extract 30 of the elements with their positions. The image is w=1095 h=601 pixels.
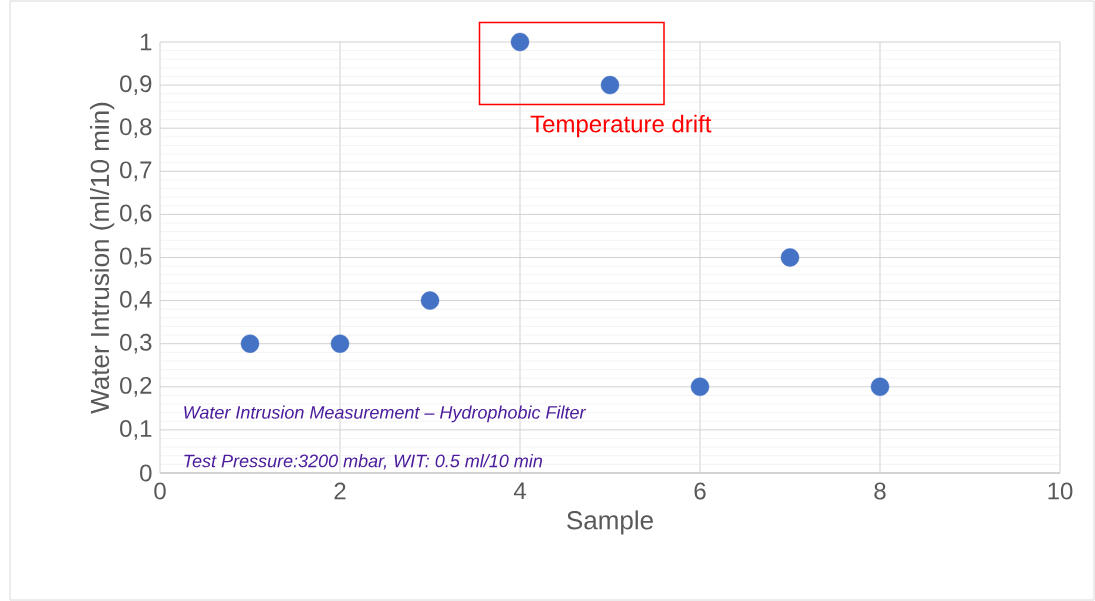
point	[510, 32, 530, 52]
annotation: Test Pressure:3200 mbar, WIT: 0.5 ml/10 min	[184, 454, 542, 470]
annotation: Temperature drift	[530, 114, 712, 138]
x-tick-label: 6	[694, 482, 706, 500]
y-tick-label: 0,8	[120, 118, 152, 139]
point	[240, 334, 260, 353]
x-tick-label: 0	[154, 482, 166, 500]
y-tick-label: 0,9	[120, 75, 152, 96]
point	[690, 377, 710, 396]
y-axis-title: Water Intrusion (ml/10 min)	[90, 102, 115, 414]
point	[330, 334, 350, 353]
y-tick-label: 1	[140, 33, 152, 51]
x-tick-label: 10	[1048, 482, 1073, 500]
y-tick-label: 0,6	[120, 204, 152, 225]
point	[420, 291, 440, 310]
annotation: Water Intrusion Measurement – Hydrophobic Filter	[184, 405, 587, 423]
y-tick-label: 0,5	[120, 247, 152, 268]
point	[600, 75, 620, 95]
x-tick-label: 4	[513, 482, 526, 500]
point	[780, 248, 800, 267]
y-tick-label: 0,1	[120, 419, 152, 440]
x-tick-label: 8	[874, 482, 886, 500]
y-tick-label: 0	[140, 464, 152, 482]
y-tick-label: 0,2	[120, 376, 152, 397]
y-tick-label: 0,7	[120, 161, 152, 182]
y-tick-label: 0,3	[120, 333, 152, 354]
x-tick-label: 2	[334, 482, 346, 500]
y-tick-label: 0,4	[120, 290, 152, 311]
x-axis-title: Sample	[567, 510, 653, 535]
point	[870, 377, 890, 396]
